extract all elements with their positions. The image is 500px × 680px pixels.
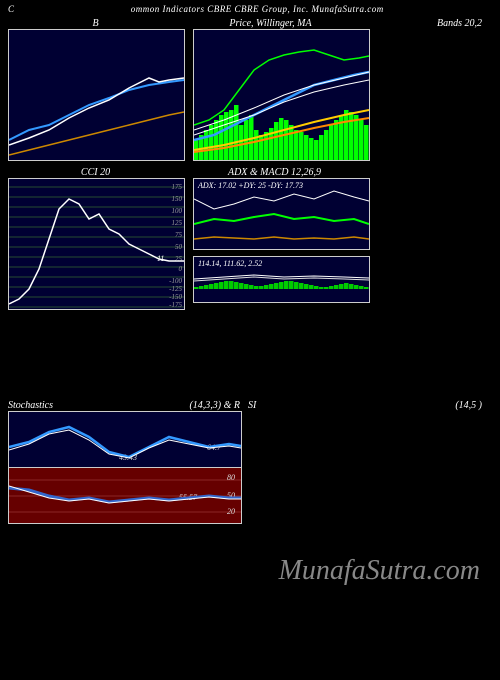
panel-cci: 1751501001257550250-100-125-150-17511 [8, 178, 185, 310]
panel-price [193, 29, 370, 161]
panel-macd: 114.14, 111.62, 2.52 [193, 256, 370, 303]
title-bb: B [8, 18, 183, 29]
row1 [0, 29, 500, 161]
panel-stochastics: 64.743.43 [8, 411, 242, 468]
watermark: MunafaSutra.com [279, 555, 480, 587]
svg-text:75: 75 [175, 231, 183, 239]
row1-titles: B Price, Willinger, MA Bands 20,2 [0, 18, 500, 29]
svg-text:-175: -175 [169, 301, 182, 309]
rsi-title: SI [248, 400, 256, 411]
macd-text: 114.14, 111.62, 2.52 [198, 259, 262, 268]
title-bands: Bands 20,2 [358, 18, 492, 29]
svg-text:175: 175 [172, 183, 183, 191]
page-header: C ommon Indicators CBRE CBRE Group, Inc.… [0, 0, 500, 18]
panel-bollinger [8, 29, 185, 161]
stoch-header: Stochastics (14,3,3) & R SI (14,5 ) [0, 400, 500, 411]
svg-text:100: 100 [172, 207, 183, 215]
svg-text:50: 50 [175, 243, 183, 251]
svg-text:20: 20 [227, 507, 235, 516]
svg-text:-150: -150 [169, 293, 182, 301]
title-cci: CCI 20 [8, 167, 183, 178]
svg-text:150: 150 [172, 195, 183, 203]
row2: 1751501001257550250-100-125-150-17511 AD… [0, 178, 500, 310]
svg-text:-125: -125 [169, 285, 182, 293]
stoch-params: (14,3,3) & R [189, 400, 240, 411]
stoch-title: Stochastics [8, 400, 53, 411]
svg-text:80: 80 [227, 473, 235, 482]
adx-text: ADX: 17.02 +DY: 25 -DY: 17.73 [198, 181, 303, 190]
rsi-params: (14,5 ) [455, 400, 482, 411]
svg-text:125: 125 [172, 219, 183, 227]
svg-text:-100: -100 [169, 277, 182, 285]
header-main: ommon Indicators CBRE CBRE Group, Inc. M… [131, 4, 384, 14]
row2-titles: CCI 20 ADX & MACD 12,26,9 [0, 167, 500, 178]
panel-rsi: 80502055.57 [8, 468, 242, 524]
row3: 64.743.43 80502055.57 [0, 411, 500, 524]
title-adx: ADX & MACD 12,26,9 [183, 167, 366, 178]
svg-text:25: 25 [175, 255, 183, 263]
title-price: Price, Willinger, MA [183, 18, 358, 29]
svg-text:0: 0 [179, 265, 183, 273]
panel-adx: ADX: 17.02 +DY: 25 -DY: 17.73 [193, 178, 370, 250]
header-left: C [8, 4, 15, 14]
